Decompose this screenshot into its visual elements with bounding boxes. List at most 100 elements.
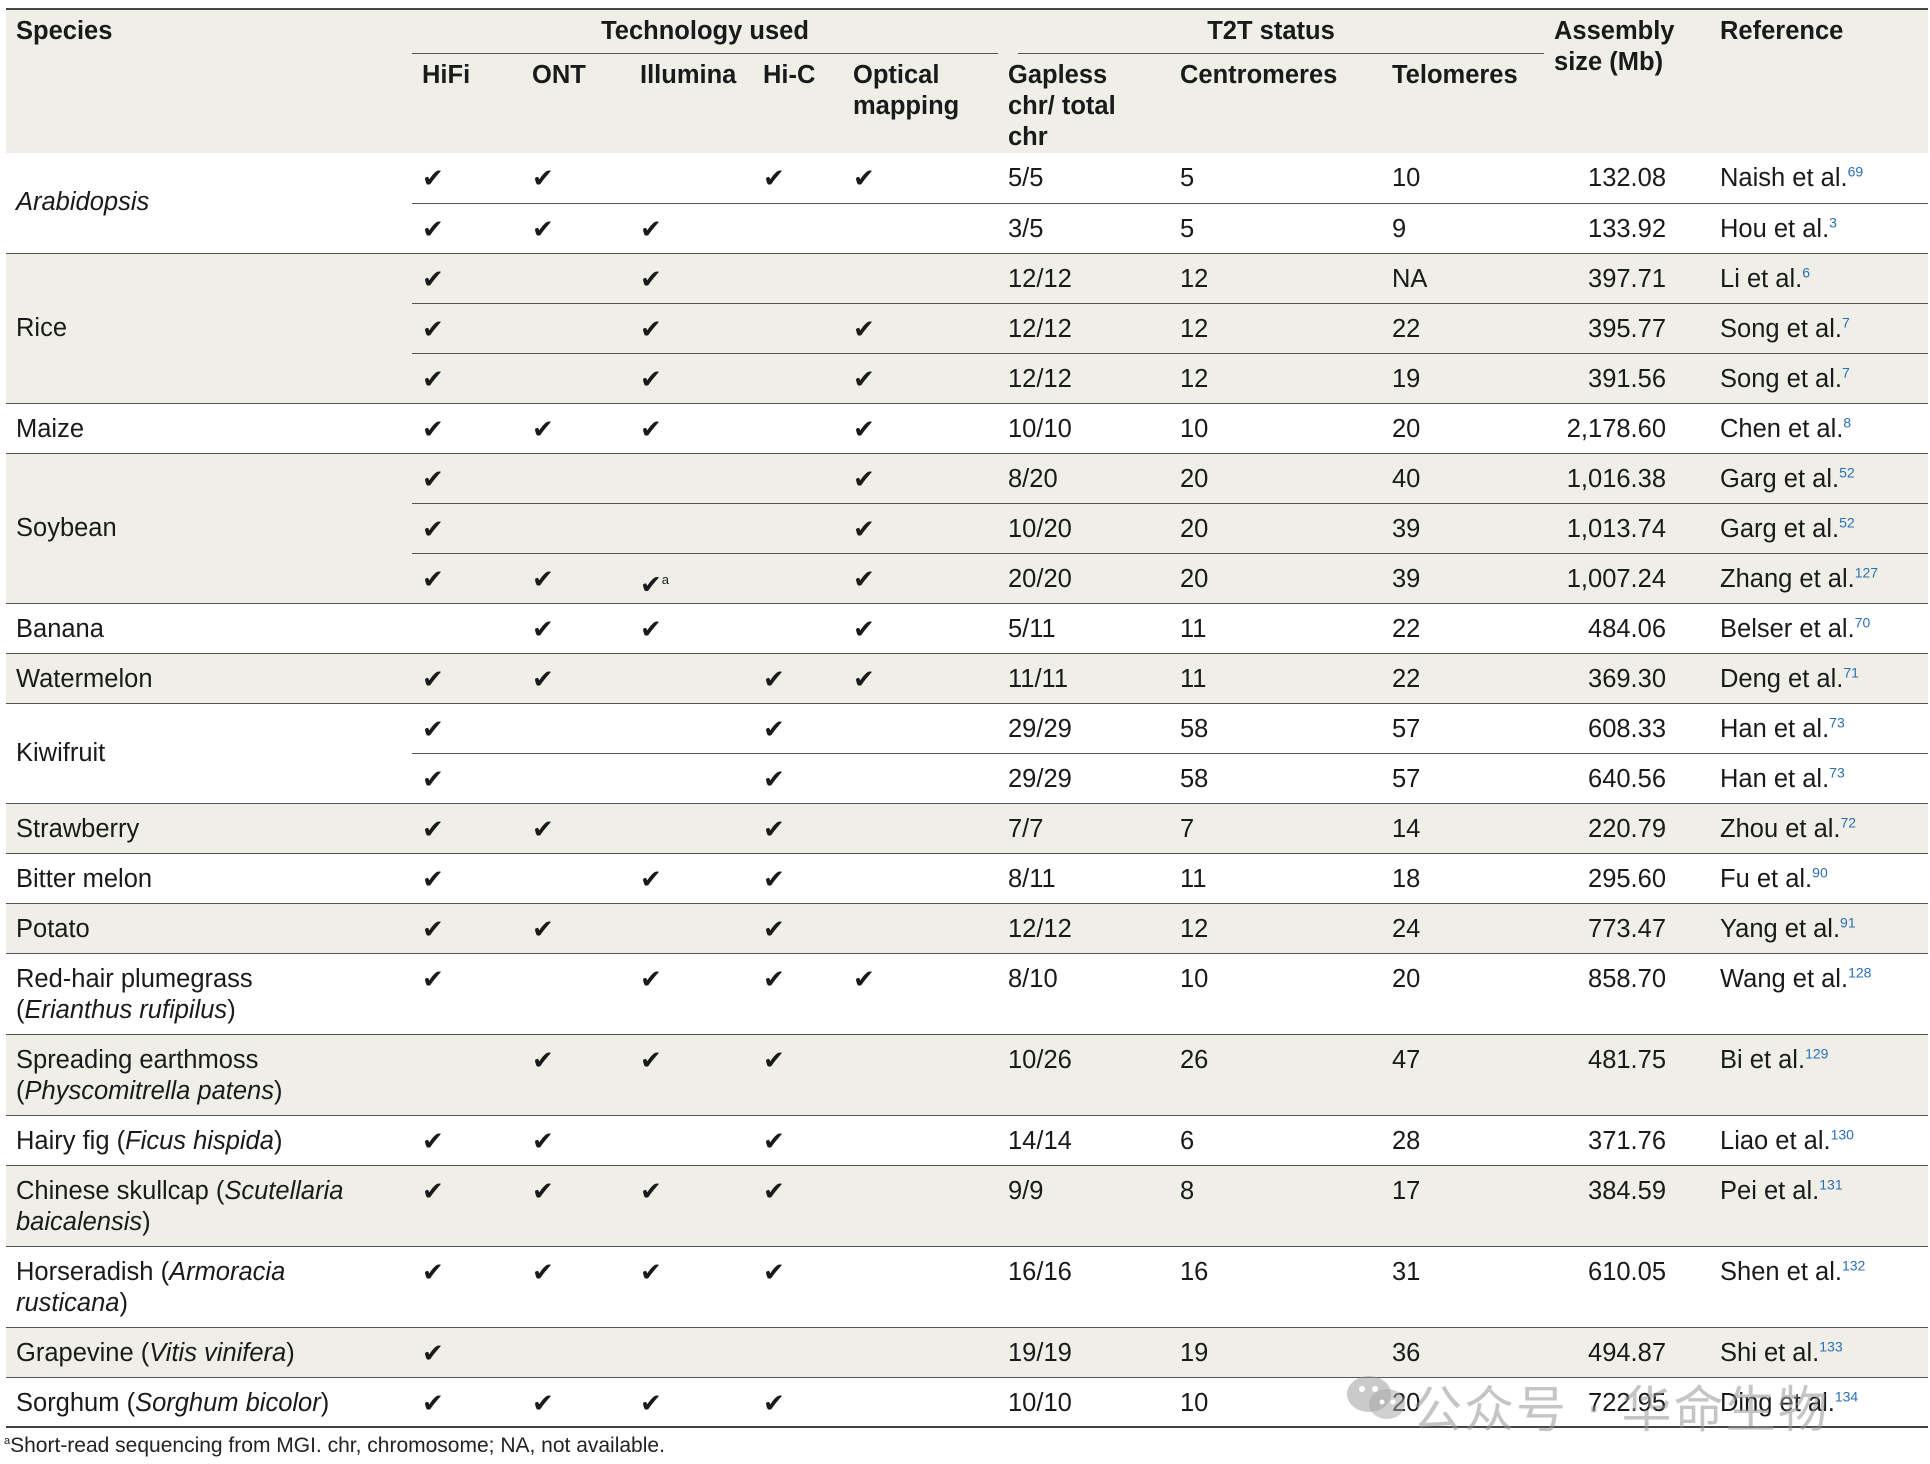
check-mark-icon: ✔ <box>422 163 444 193</box>
optical-cell: ✔ <box>843 952 998 1034</box>
assembly-size-cell: 1,016.38 <box>1544 452 1711 503</box>
gapless-cell: 10/20 <box>998 502 1170 553</box>
species-cell: Watermelon <box>6 652 412 703</box>
optical-cell <box>843 802 998 853</box>
assembly-size-cell: 494.87 <box>1544 1326 1711 1377</box>
reference-link[interactable]: 71 <box>1843 664 1859 680</box>
reference-link[interactable]: 7 <box>1841 364 1850 380</box>
reference-link[interactable]: 70 <box>1854 614 1871 630</box>
reference-cell: Liao et al.130 <box>1710 1114 1929 1165</box>
reference-cell: Zhang et al.127 <box>1710 552 1929 603</box>
illumina-cell: ✔ <box>630 202 753 253</box>
check-mark-icon: ✔ <box>763 1256 785 1287</box>
assembly-size-cell: 395.77 <box>1544 302 1711 353</box>
centromeres-cell: 6 <box>1170 1114 1372 1165</box>
reference-link[interactable]: 52 <box>1839 514 1855 530</box>
header-species: Species <box>6 9 412 153</box>
optical-cell: ✔ <box>843 402 998 453</box>
hifi-cell: ✔ <box>412 1326 522 1377</box>
reference-link[interactable]: 72 <box>1840 814 1857 830</box>
telomeres-cell: 22 <box>1372 302 1545 353</box>
reference-link[interactable]: 129 <box>1805 1045 1829 1061</box>
reference-link[interactable]: 6 <box>1802 264 1811 280</box>
species-name: Spreading earthmoss <box>16 1045 259 1074</box>
reference-link[interactable]: 73 <box>1829 764 1845 780</box>
gapless-cell: 7/7 <box>998 802 1170 853</box>
centromeres-cell: 12 <box>1170 352 1372 403</box>
reference-link[interactable]: 73 <box>1829 714 1845 730</box>
reference-link[interactable]: 134 <box>1834 1388 1859 1404</box>
reference-text: Li et al. <box>1720 264 1803 293</box>
table-row: ✔ ✔ 29/29 58 57 640.56 Han et al.73 <box>6 752 1929 803</box>
reference-link[interactable]: 52 <box>1839 464 1855 480</box>
ont-cell: ✔ <box>522 1245 630 1327</box>
reference-link[interactable]: 7 <box>1841 314 1850 330</box>
centromeres-cell: 20 <box>1170 552 1372 603</box>
check-mark-icon: ✔ <box>422 463 444 494</box>
species-name: Rice <box>16 313 68 342</box>
illumina-cell: ✔ <box>630 302 753 353</box>
check-mark-icon: ✔ <box>763 813 785 844</box>
species-cell: Red-hair plumegrass (Erianthus rufipilus) <box>6 952 412 1034</box>
reference-link[interactable]: 91 <box>1840 914 1856 930</box>
species-cell: Chinese skullcap (Scutellaria baicalensis… <box>6 1164 412 1246</box>
reference-text: Garg et al. <box>1720 514 1840 543</box>
telomeres-cell: 10 <box>1392 164 1421 192</box>
illumina-cell <box>630 502 753 553</box>
table-footnote: aShort-read sequencing from MGI. chr, ch… <box>4 1434 665 1458</box>
reference-cell: Wang et al.128 <box>1710 952 1929 1034</box>
species-name: Chinese skullcap <box>16 1176 209 1205</box>
ont-cell <box>522 352 630 403</box>
table-row: Red-hair plumegrass (Erianthus rufipilus)… <box>6 952 1929 1034</box>
optical-cell <box>843 702 998 753</box>
ont-cell <box>522 752 630 803</box>
hic-cell <box>753 452 843 503</box>
check-mark-icon: ✔ <box>532 163 554 193</box>
t2t-genomes-table: Species Technology used T2T status Assem… <box>6 8 1929 1428</box>
illumina-cell: ✔ <box>630 252 753 303</box>
illumina-cell <box>630 1114 753 1165</box>
reference-link[interactable]: 131 <box>1819 1176 1843 1192</box>
assembly-size-cell: 397.71 <box>1544 252 1711 303</box>
centromeres-cell: 11 <box>1170 602 1372 653</box>
telomeres-cell: 57 <box>1372 752 1545 803</box>
telomeres-cell: 20 <box>1372 402 1545 453</box>
gapless-cell: 12/12 <box>998 352 1170 403</box>
reference-link[interactable]: 69 <box>1847 163 1864 180</box>
reference-link[interactable]: 90 <box>1812 864 1828 880</box>
check-mark-icon: ✔ <box>532 613 554 644</box>
telomeres-cell: 18 <box>1372 852 1545 903</box>
optical-cell <box>843 852 998 903</box>
check-mark-icon: ✔ <box>853 163 875 193</box>
reference-link[interactable]: 130 <box>1830 1126 1854 1142</box>
table-row: Maize ✔ ✔ ✔ ✔ 10/10 10 20 2,178.60 Chen et al.8 <box>6 402 1929 453</box>
wechat-logo-icon <box>1347 1376 1405 1419</box>
header-illumina: Illumina <box>630 54 753 153</box>
reference-cell: Hou et al.3 <box>1710 202 1929 253</box>
illumina-cell <box>630 902 753 953</box>
optical-cell: ✔ <box>843 602 998 653</box>
reference-link[interactable]: 8 <box>1843 414 1852 430</box>
illumina-cell <box>630 652 753 703</box>
hic-cell <box>753 502 843 553</box>
species-cell: Spreading earthmoss (Physcomitrella paten… <box>6 1033 412 1115</box>
reference-link[interactable]: 132 <box>1841 1257 1866 1273</box>
telomeres-cell: NA <box>1372 252 1545 303</box>
reference-cell: Yang et al.91 <box>1710 902 1929 953</box>
species-cell: Soybean <box>6 452 412 603</box>
reference-link[interactable]: 128 <box>1848 964 1872 980</box>
gapless-cell: 10/26 <box>998 1033 1170 1115</box>
telomeres-cell: 39 <box>1372 502 1545 553</box>
reference-link[interactable]: 127 <box>1854 564 1879 580</box>
species-name: Soybean <box>16 513 117 542</box>
centromeres-cell: 12 <box>1170 302 1372 353</box>
gapless-cell: 10/10 <box>998 402 1170 453</box>
check-mark-icon: ✔ <box>853 963 875 994</box>
reference-link[interactable]: 133 <box>1819 1338 1843 1354</box>
check-mark-icon: ✔ <box>640 1256 662 1287</box>
assembly-size-cell: 640.56 <box>1544 752 1711 803</box>
centromeres-cell: 5 <box>1170 202 1372 253</box>
species-cell: Arabidopsis <box>6 153 412 253</box>
optical-cell: ✔ <box>843 502 998 553</box>
reference-link[interactable]: 3 <box>1829 214 1837 230</box>
